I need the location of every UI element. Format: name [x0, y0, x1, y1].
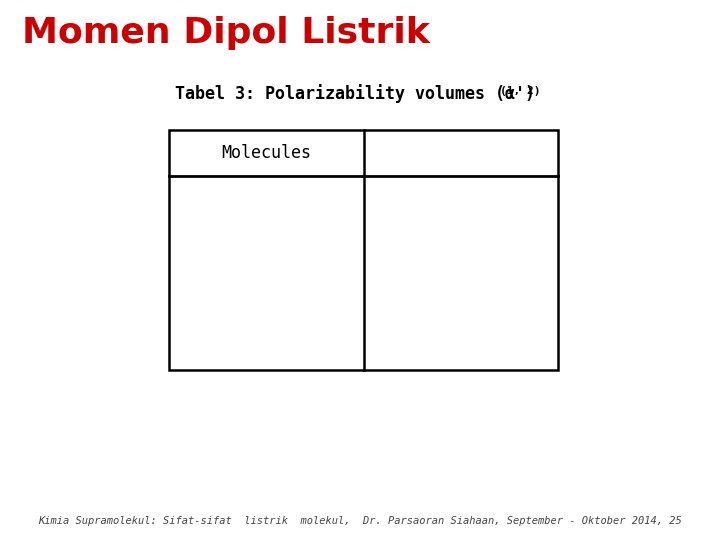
- Text: CCl: CCl: [236, 186, 266, 204]
- Text: 2.63: 2.63: [505, 302, 545, 321]
- Text: HI: HI: [256, 341, 276, 360]
- Text: 5.45: 5.45: [505, 341, 545, 360]
- Text: O: O: [274, 264, 284, 282]
- Text: Momen Dipol Listrik: Momen Dipol Listrik: [22, 16, 429, 50]
- Text: $\alpha$'/(10$^{-30}$ m$^{3}$): $\alpha$'/(10$^{-30}$ m$^{3}$): [400, 141, 522, 164]
- Text: 0.819: 0.819: [495, 225, 545, 243]
- Text: 2: 2: [261, 276, 267, 286]
- Text: 2: 2: [266, 238, 273, 247]
- Text: 1.48: 1.48: [505, 264, 545, 282]
- Text: H: H: [256, 225, 266, 243]
- Text: H: H: [251, 264, 261, 282]
- Text: Tabel 3: Polarizability volumes (α'): Tabel 3: Polarizability volumes (α'): [175, 84, 545, 103]
- Text: 10.5: 10.5: [505, 186, 545, 204]
- Text: Molecules: Molecules: [222, 144, 311, 161]
- Text: 4: 4: [266, 199, 273, 208]
- Text: Kimia Supramolekul: Sifat-sifat  listrik  molekul,  Dr. Parsaoran Siahaan, Septe: Kimia Supramolekul: Sifat-sifat listrik …: [38, 516, 682, 526]
- Text: HCl: HCl: [251, 302, 282, 321]
- Text: (1, 2): (1, 2): [500, 86, 540, 96]
